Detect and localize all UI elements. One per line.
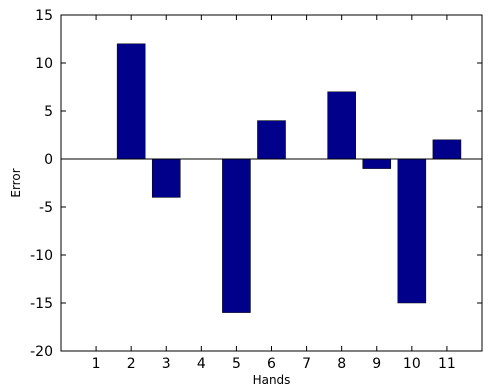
y-tick-label: 0 bbox=[44, 152, 53, 168]
bars-group bbox=[116, 43, 462, 313]
bar-10 bbox=[397, 158, 427, 304]
x-tick-label: 4 bbox=[197, 356, 206, 372]
y-tick-label: 10 bbox=[35, 56, 53, 72]
bar-9 bbox=[362, 158, 392, 169]
y-tick-label: -15 bbox=[30, 296, 53, 312]
x-axis-ticks: 1 2 3 4 5 6 7 8 9 10 11 bbox=[92, 15, 456, 372]
x-tick-label: 3 bbox=[162, 356, 171, 372]
x-tick-label: 11 bbox=[438, 356, 456, 372]
x-tick-label: 5 bbox=[232, 356, 241, 372]
x-tick-label: 9 bbox=[372, 356, 381, 372]
y-axis-ticks: -20 -15 -10 -5 0 5 10 15 bbox=[30, 8, 482, 360]
x-tick-label: 10 bbox=[403, 356, 421, 372]
bar-11 bbox=[432, 139, 462, 160]
bar-6 bbox=[257, 120, 286, 160]
x-axis-label: Hands bbox=[253, 373, 291, 387]
y-tick-label: -5 bbox=[39, 200, 53, 216]
x-tick-label: 2 bbox=[127, 356, 136, 372]
x-tick-label: 1 bbox=[92, 356, 101, 372]
y-tick-label: -20 bbox=[30, 344, 53, 360]
y-tick-label: -10 bbox=[30, 248, 53, 264]
x-tick-label: 6 bbox=[267, 356, 276, 372]
bar-3 bbox=[151, 158, 181, 198]
x-tick-label: 7 bbox=[302, 356, 311, 372]
bar-2 bbox=[116, 43, 146, 160]
bar-8 bbox=[327, 91, 356, 160]
y-axis-label: Error bbox=[9, 168, 23, 197]
y-tick-label: 15 bbox=[35, 8, 53, 24]
x-tick-label: 8 bbox=[337, 356, 346, 372]
bar-5 bbox=[222, 158, 251, 313]
y-tick-label: 5 bbox=[44, 104, 53, 120]
